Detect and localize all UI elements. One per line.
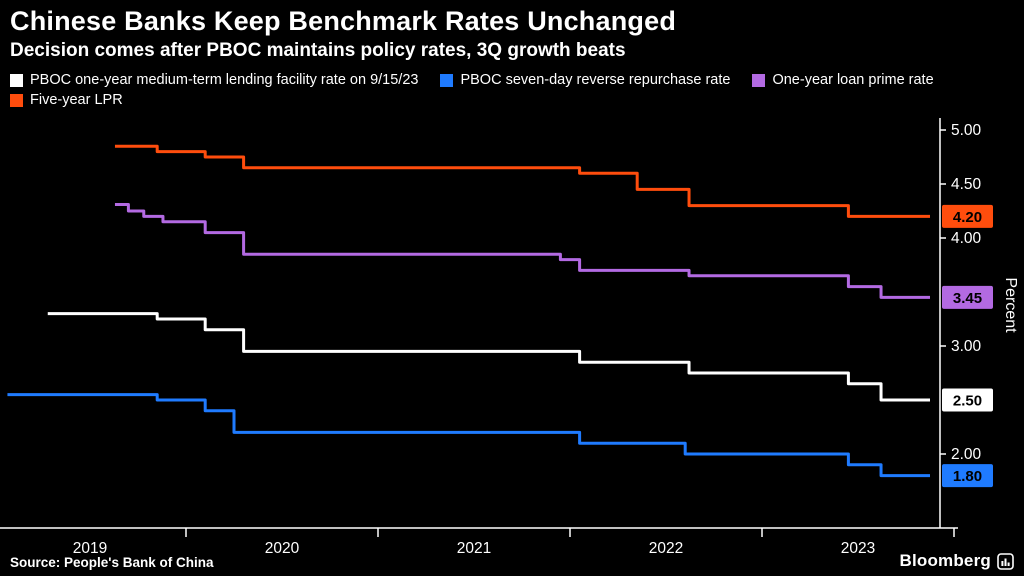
bloomberg-terminal-icon	[997, 552, 1014, 570]
end-value-badge-3	[942, 204, 993, 228]
y-tick-label: 2.00	[951, 446, 982, 463]
legend-item-0: PBOC one-year medium-term lending facili…	[10, 72, 418, 88]
legend-swatch-icon	[10, 93, 23, 107]
x-tick-label: 2021	[457, 540, 491, 557]
legend-swatch-icon	[752, 73, 766, 87]
legend-item-1: PBOC seven-day reverse repurchase rate	[440, 72, 730, 88]
chart-header: Chinese Banks Keep Benchmark Rates Uncha…	[0, 0, 1024, 108]
end-value-label-1: 1.80	[953, 468, 982, 485]
chart-title: Chinese Banks Keep Benchmark Rates Uncha…	[10, 6, 677, 36]
chart-legend: PBOC one-year medium-term lending facili…	[10, 72, 1014, 108]
end-value-label-2: 3.45	[953, 290, 982, 307]
legend-item-2: One-year loan prime rate	[752, 72, 934, 88]
y-tick-label: 3.00	[951, 338, 982, 355]
end-value-label-3: 4.20	[953, 209, 982, 226]
x-tick-label: 2022	[649, 540, 683, 557]
series-line-0	[47, 312, 930, 402]
x-tick-label: 2019	[73, 540, 107, 557]
legend-label: Five-year LPR	[30, 92, 123, 108]
legend-swatch-icon	[440, 73, 454, 87]
y-tick-label: 4.00	[951, 230, 982, 247]
end-value-badge-2	[942, 285, 993, 309]
legend-label: PBOC seven-day reverse repurchase rate	[460, 72, 731, 88]
y-tick-label: 5.00	[951, 122, 982, 139]
bloomberg-logo: Bloomberg	[899, 551, 1014, 571]
end-value-label-0: 2.50	[953, 393, 982, 410]
legend-item-3: Five-year LPR	[10, 92, 123, 108]
source-note: Source: People's Bank of China	[10, 555, 214, 570]
end-value-badge-0	[942, 388, 993, 412]
series-line-3	[114, 144, 930, 218]
legend-row-1: PBOC one-year medium-term lending facili…	[10, 72, 1014, 88]
x-tick-label: 2023	[841, 540, 875, 557]
legend-label: PBOC one-year medium-term lending facili…	[30, 72, 419, 88]
bloomberg-wordmark: Bloomberg	[899, 551, 991, 570]
legend-row-2: Five-year LPR	[10, 92, 1014, 108]
y-axis-title: Percent	[1002, 277, 1019, 333]
legend-swatch-icon	[10, 73, 23, 87]
end-value-badge-1	[942, 464, 993, 488]
x-tick-label: 2020	[265, 540, 300, 557]
y-tick-label: 4.50	[951, 176, 982, 193]
series-line-1	[7, 393, 930, 478]
chart-subtitle: Decision comes after PBOC maintains poli…	[10, 40, 626, 61]
series-line-2	[114, 203, 930, 299]
legend-label: One-year loan prime rate	[772, 72, 934, 88]
